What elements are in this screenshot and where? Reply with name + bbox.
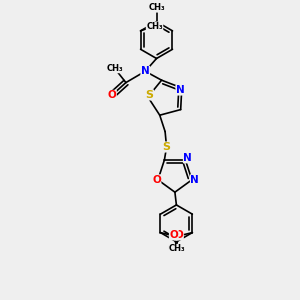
Text: CH₃: CH₃ bbox=[169, 244, 185, 253]
Text: O: O bbox=[108, 90, 116, 100]
Text: O: O bbox=[152, 175, 161, 185]
Text: CH₃: CH₃ bbox=[168, 244, 184, 253]
Text: O: O bbox=[175, 230, 183, 240]
Text: N: N bbox=[141, 66, 150, 76]
Text: CH₃: CH₃ bbox=[148, 3, 165, 12]
Text: CH₃: CH₃ bbox=[106, 64, 123, 73]
Text: CH₃: CH₃ bbox=[146, 22, 163, 31]
Text: O: O bbox=[169, 230, 178, 240]
Text: N: N bbox=[190, 175, 199, 185]
Text: N: N bbox=[176, 85, 185, 95]
Text: S: S bbox=[163, 142, 171, 152]
Text: S: S bbox=[146, 90, 153, 100]
Text: N: N bbox=[183, 153, 192, 163]
